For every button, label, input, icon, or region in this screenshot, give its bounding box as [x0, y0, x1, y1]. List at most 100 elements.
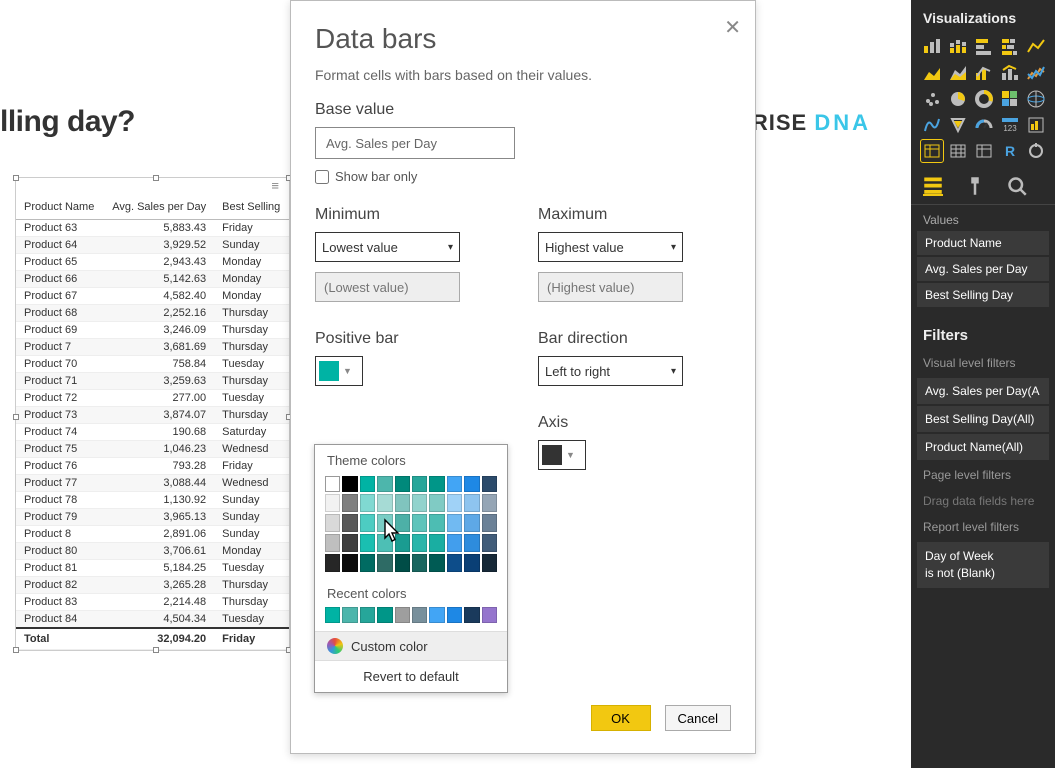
color-swatch[interactable]	[377, 494, 392, 512]
viz-type-icon[interactable]	[1025, 114, 1047, 136]
color-swatch[interactable]	[325, 534, 340, 552]
color-swatch[interactable]	[482, 554, 497, 572]
viz-type-icon[interactable]	[1025, 62, 1047, 84]
table-row[interactable]: Product 643,929.52Sunday	[16, 237, 289, 254]
viz-type-icon[interactable]	[999, 36, 1021, 58]
color-swatch[interactable]	[360, 607, 375, 623]
color-swatch[interactable]	[377, 514, 392, 532]
positive-bar-color-picker[interactable]: ▼	[315, 356, 363, 386]
resize-handle[interactable]	[13, 647, 19, 653]
table-row[interactable]: Product 823,265.28Thursday	[16, 577, 289, 594]
color-swatch[interactable]	[412, 534, 427, 552]
viz-type-icon[interactable]	[1025, 140, 1047, 162]
color-swatch[interactable]	[464, 514, 479, 532]
color-swatch[interactable]	[429, 554, 444, 572]
color-swatch[interactable]	[412, 607, 427, 623]
table-row[interactable]: Product 844,504.34Tuesday	[16, 611, 289, 629]
checkbox[interactable]	[315, 170, 329, 184]
show-bar-only-checkbox[interactable]: Show bar only	[315, 169, 731, 184]
viz-type-icon[interactable]	[947, 114, 969, 136]
color-swatch[interactable]	[360, 534, 375, 552]
report-filter[interactable]: Day of Week is not (Blank)	[917, 542, 1049, 588]
color-swatch[interactable]	[325, 476, 340, 492]
viz-type-icon[interactable]	[1025, 88, 1047, 110]
table-row[interactable]: Product 815,184.25Tuesday	[16, 560, 289, 577]
color-swatch[interactable]	[447, 514, 462, 532]
viz-type-icon[interactable]	[973, 140, 995, 162]
color-swatch[interactable]	[464, 494, 479, 512]
visual-filter[interactable]: Avg. Sales per Day(A	[917, 378, 1049, 404]
color-swatch[interactable]	[377, 554, 392, 572]
color-swatch[interactable]	[325, 494, 340, 512]
table-row[interactable]: Product 682,252.16Thursday	[16, 305, 289, 322]
table-row[interactable]: Product 665,142.63Monday	[16, 271, 289, 288]
minimum-select[interactable]: Lowest value	[315, 232, 460, 262]
color-swatch[interactable]	[412, 494, 427, 512]
viz-type-icon[interactable]	[1025, 36, 1047, 58]
color-swatch[interactable]	[412, 554, 427, 572]
table-row[interactable]: Product 72277.00Tuesday	[16, 390, 289, 407]
viz-type-icon[interactable]	[973, 114, 995, 136]
color-swatch[interactable]	[482, 476, 497, 492]
color-swatch[interactable]	[447, 476, 462, 492]
field-well-item[interactable]: Avg. Sales per Day	[917, 257, 1049, 281]
col-header[interactable]: Product Name	[16, 196, 103, 220]
custom-color-button[interactable]: Custom color	[315, 631, 507, 660]
close-icon[interactable]: ✕	[724, 15, 741, 40]
viz-type-icon[interactable]	[999, 62, 1021, 84]
viz-type-icon[interactable]	[973, 62, 995, 84]
cancel-button[interactable]: Cancel	[665, 705, 731, 731]
table-visual[interactable]: ≡ Product Name Avg. Sales per Day Best S…	[15, 177, 290, 651]
viz-type-icon[interactable]: R	[999, 140, 1021, 162]
resize-handle[interactable]	[153, 647, 159, 653]
color-swatch[interactable]	[377, 534, 392, 552]
axis-color-picker[interactable]: ▼	[538, 440, 586, 470]
color-swatch[interactable]	[464, 554, 479, 572]
table-row[interactable]: Product 76793.28Friday	[16, 458, 289, 475]
viz-type-icon[interactable]	[999, 88, 1021, 110]
table-row[interactable]: Product 693,246.09Thursday	[16, 322, 289, 339]
viz-type-icon[interactable]: 123	[999, 114, 1021, 136]
field-well-item[interactable]: Best Selling Day	[917, 283, 1049, 307]
table-row[interactable]: Product 74190.68Saturday	[16, 424, 289, 441]
fields-tab[interactable]	[923, 176, 943, 196]
color-swatch[interactable]	[464, 607, 479, 623]
format-tab[interactable]	[965, 176, 985, 196]
color-swatch[interactable]	[395, 476, 410, 492]
table-row[interactable]: Product 674,582.40Monday	[16, 288, 289, 305]
viz-type-icon[interactable]	[921, 114, 943, 136]
color-swatch[interactable]	[325, 514, 340, 532]
table-row[interactable]: Product 781,130.92Sunday	[16, 492, 289, 509]
viz-type-icon[interactable]	[973, 88, 995, 110]
col-header[interactable]: Avg. Sales per Day	[103, 196, 214, 220]
viz-type-icon[interactable]	[973, 36, 995, 58]
color-swatch[interactable]	[447, 554, 462, 572]
visual-options-icon[interactable]: ≡	[271, 184, 279, 187]
viz-type-icon[interactable]	[921, 36, 943, 58]
color-swatch[interactable]	[360, 494, 375, 512]
visual-filter[interactable]: Best Selling Day(All)	[917, 406, 1049, 432]
table-row[interactable]: Product 803,706.61Monday	[16, 543, 289, 560]
table-row[interactable]: Product 73,681.69Thursday	[16, 339, 289, 356]
color-swatch[interactable]	[395, 554, 410, 572]
maximum-select[interactable]: Highest value	[538, 232, 683, 262]
color-swatch[interactable]	[482, 514, 497, 532]
color-swatch[interactable]	[429, 494, 444, 512]
color-swatch[interactable]	[464, 476, 479, 492]
color-swatch[interactable]	[482, 534, 497, 552]
table-row[interactable]: Product 652,943.43Monday	[16, 254, 289, 271]
color-swatch[interactable]	[395, 514, 410, 532]
ok-button[interactable]: OK	[591, 705, 651, 731]
color-swatch[interactable]	[429, 476, 444, 492]
viz-type-icon[interactable]	[947, 88, 969, 110]
color-swatch[interactable]	[360, 554, 375, 572]
table-row[interactable]: Product 733,874.07Thursday	[16, 407, 289, 424]
color-swatch[interactable]	[447, 494, 462, 512]
resize-handle[interactable]	[153, 175, 159, 181]
viz-type-icon[interactable]	[947, 36, 969, 58]
color-swatch[interactable]	[395, 534, 410, 552]
color-swatch[interactable]	[482, 607, 497, 623]
base-value-input[interactable]	[315, 127, 515, 159]
color-swatch[interactable]	[395, 494, 410, 512]
color-swatch[interactable]	[325, 607, 340, 623]
